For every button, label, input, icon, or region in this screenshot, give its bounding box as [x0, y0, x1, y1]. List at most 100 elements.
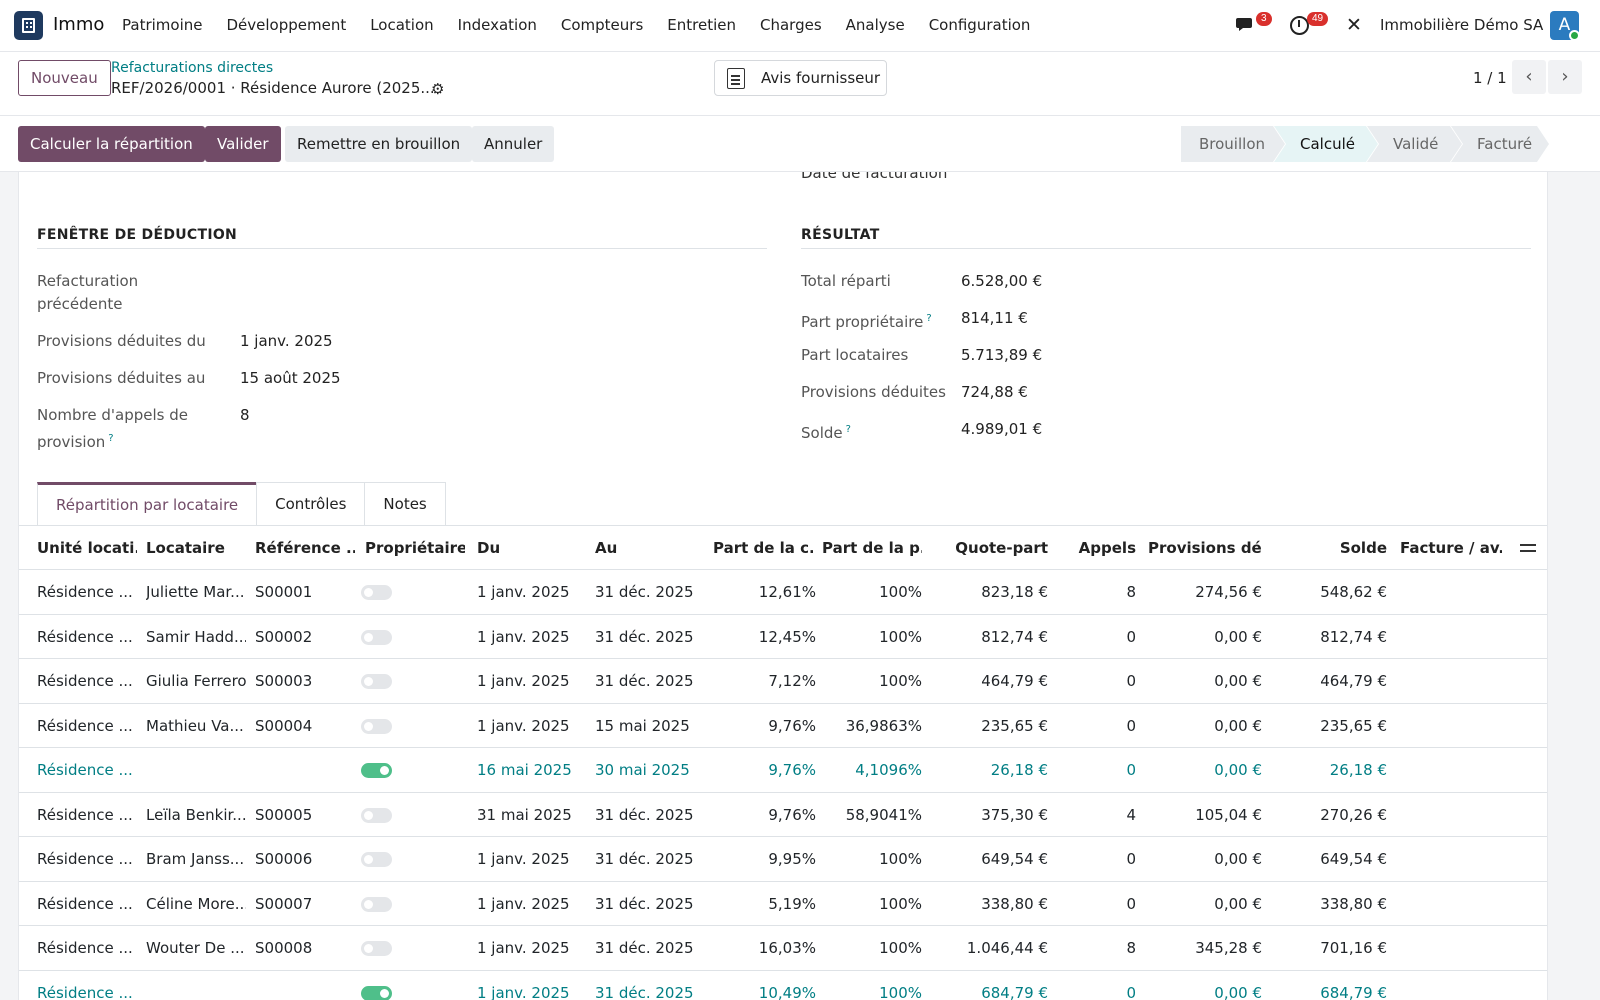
col-quota[interactable]: Quote-part — [955, 539, 1048, 557]
cell-balance: 270,26 € — [1320, 805, 1387, 824]
col-from[interactable]: Du — [477, 539, 501, 557]
breadcrumb-parent[interactable]: Refacturations directes — [111, 60, 274, 76]
col-unit[interactable]: Unité locati... — [37, 539, 137, 557]
col-balance[interactable]: Solde — [1339, 539, 1387, 557]
owner-toggle[interactable] — [361, 852, 392, 867]
balance-label-text: Solde — [801, 424, 843, 442]
chevron-left-icon[interactable]: ‹ — [1512, 60, 1546, 94]
table-row[interactable]: Résidence ... Juliette Mar... S00001 1 janv… — [19, 570, 1547, 615]
col-reference[interactable]: Référence ... — [255, 539, 355, 557]
menu-item-developpement[interactable]: Développement — [226, 16, 347, 34]
stage-brouillon[interactable]: Brouillon — [1181, 126, 1285, 162]
owner-toggle[interactable] — [361, 674, 392, 689]
cell-prov: 0,00 € — [1214, 761, 1262, 779]
col-provisions[interactable]: Provisions dé... — [1148, 539, 1263, 557]
col-calls[interactable]: Appels — [1078, 539, 1136, 557]
stage-valide[interactable]: Validé — [1367, 126, 1462, 162]
tab-repartition[interactable]: Répartition par locataire — [37, 482, 258, 526]
clock-icon[interactable] — [1290, 16, 1309, 35]
menu-item-analyse[interactable]: Analyse — [845, 16, 905, 34]
reset-draft-button[interactable]: Remettre en brouillon — [285, 126, 473, 162]
total-label: Total réparti — [801, 272, 891, 290]
owner-toggle[interactable] — [361, 941, 392, 956]
building-icon[interactable] — [14, 11, 43, 40]
tab-controles[interactable]: Contrôles — [256, 482, 366, 526]
col-to[interactable]: Au — [595, 539, 618, 557]
menu-item-entretien[interactable]: Entretien — [667, 16, 736, 34]
col-tenant[interactable]: Locataire — [146, 539, 225, 557]
company-switcher[interactable]: Immobilière Démo SA — [1380, 16, 1544, 34]
help-icon[interactable]: ? — [926, 313, 932, 324]
cell-unit: Résidence ... — [37, 672, 133, 690]
owner-toggle[interactable] — [361, 807, 392, 823]
col-share-period[interactable]: Part de la p... — [822, 539, 922, 557]
tools-icon[interactable]: ✕ — [1346, 14, 1362, 36]
table-row[interactable]: Résidence ... Bram Janss... S00006 1 janv. … — [19, 837, 1547, 882]
help-icon[interactable]: ? — [845, 424, 851, 435]
cancel-button[interactable]: Annuler — [472, 126, 555, 162]
menu-item-location[interactable]: Location — [370, 16, 434, 34]
status-stages: Brouillon Calculé Validé Facturé — [1181, 126, 1549, 162]
stage-facture[interactable]: Facturé — [1451, 126, 1549, 162]
column-settings-icon[interactable] — [1520, 540, 1536, 556]
cell-calls: 8 — [1126, 939, 1136, 957]
chat-icon[interactable] — [1236, 16, 1256, 34]
tenants-share-label: Part locataires — [801, 346, 909, 364]
menu-item-configuration[interactable]: Configuration — [928, 16, 1031, 34]
col-invoice[interactable]: Facture / av... — [1400, 539, 1502, 557]
validate-button[interactable]: Valider — [205, 126, 281, 162]
cell-balance: 649,54 € — [1320, 850, 1387, 868]
provisions-from-value[interactable]: 1 janv. 2025 — [240, 332, 333, 350]
table-row[interactable]: Résidence ... Céline More... S00007 1 janv.… — [19, 882, 1547, 926]
gear-icon[interactable]: ⚙ — [431, 80, 445, 98]
cell-calls: 0 — [1126, 850, 1136, 868]
table-row[interactable]: Résidence ... Leïla Benkir... S00005 31 mai… — [19, 793, 1547, 837]
table-row[interactable]: Résidence ... 1 janv. 2025 31 déc. 2025 10,… — [19, 971, 1547, 1000]
chevron-right-icon[interactable]: › — [1548, 60, 1582, 94]
cell-share-c: 12,61% — [758, 583, 816, 601]
provisions-to-value[interactable]: 15 août 2025 — [240, 369, 341, 387]
cell-share-c: 16,03% — [758, 939, 816, 957]
cell-ref: S00003 — [255, 672, 313, 690]
cell-ref — [255, 971, 355, 1000]
supplier-invoice-smart-button[interactable]: Avis fournisseur — [714, 60, 887, 96]
cell-unit: Résidence ... — [37, 850, 133, 868]
owner-toggle[interactable] — [361, 629, 392, 645]
stage-calcule[interactable]: Calculé — [1274, 126, 1378, 162]
cell-tenant — [146, 748, 246, 792]
cell-ref: S00002 — [255, 627, 313, 646]
owner-toggle[interactable] — [361, 896, 392, 912]
cell-calls: 4 — [1126, 805, 1136, 824]
owner-toggle[interactable] — [361, 585, 392, 600]
menu-item-charges[interactable]: Charges — [760, 16, 822, 34]
cell-from: 31 mai 2025 — [477, 805, 572, 824]
compute-button[interactable]: Calculer la répartition — [18, 126, 205, 162]
cell-share-p: 100% — [879, 939, 922, 957]
app-name[interactable]: Immo — [53, 14, 105, 35]
owner-toggle[interactable] — [361, 718, 392, 734]
help-icon[interactable]: ? — [108, 433, 114, 444]
new-button[interactable]: Nouveau — [18, 60, 111, 96]
cell-quota: 235,65 € — [981, 716, 1048, 735]
menu-item-compteurs[interactable]: Compteurs — [560, 16, 644, 34]
cell-prov: 0,00 € — [1214, 894, 1262, 913]
tab-notes[interactable]: Notes — [364, 482, 446, 526]
pager-value[interactable]: 1 / 1 — [1473, 69, 1507, 87]
col-share-charge[interactable]: Part de la c... — [713, 539, 813, 557]
cell-to: 31 déc. 2025 — [595, 850, 694, 868]
cell-tenant: Giulia Ferrero — [146, 672, 246, 690]
col-owner[interactable]: Propriétaire — [365, 539, 465, 557]
cell-tenant: Leïla Benkir... — [146, 805, 246, 824]
cell-unit: Résidence ... — [37, 716, 133, 735]
table-row[interactable]: Résidence ... 16 mai 2025 30 mai 2025 9,76%… — [19, 748, 1547, 793]
table-row[interactable]: Résidence ... Samir Hadd... S00002 1 janv. … — [19, 615, 1547, 659]
cell-balance: 684,79 € — [1320, 983, 1387, 1000]
menu-item-patrimoine[interactable]: Patrimoine — [122, 16, 203, 34]
table-row[interactable]: Résidence ... Mathieu Va... S00004 1 janv. … — [19, 704, 1547, 748]
table-row[interactable]: Résidence ... Giulia Ferrero S00003 1 janv.… — [19, 659, 1547, 704]
provision-calls-value[interactable]: 8 — [240, 406, 250, 424]
owner-toggle[interactable] — [361, 985, 392, 1000]
owner-toggle[interactable] — [361, 763, 392, 778]
menu-item-indexation[interactable]: Indexation — [457, 16, 537, 34]
table-row[interactable]: Résidence ... Wouter De ... S00008 1 janv. … — [19, 926, 1547, 971]
